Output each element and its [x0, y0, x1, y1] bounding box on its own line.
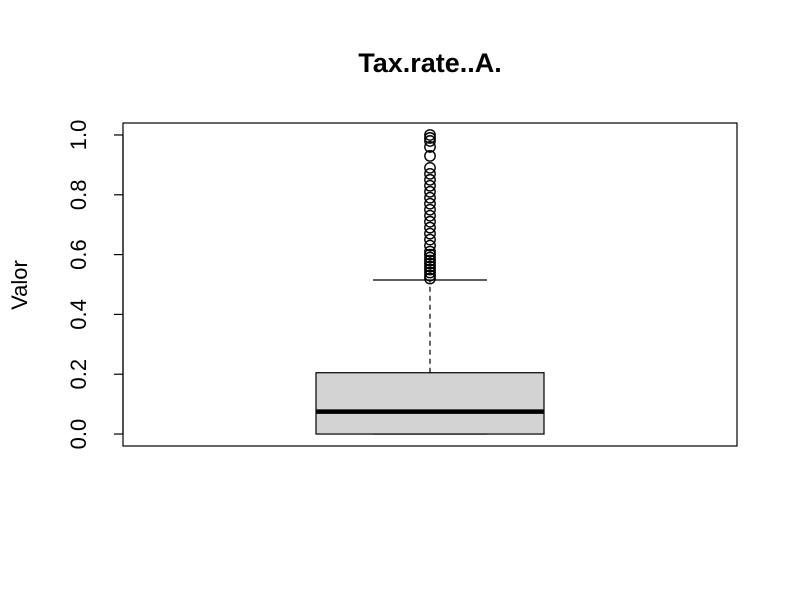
outlier-point	[424, 269, 436, 282]
outlier-point	[424, 173, 436, 186]
outlier-point	[424, 203, 436, 216]
y-tick-label: 0.0	[66, 419, 91, 450]
outlier-point	[424, 254, 436, 267]
y-tick-label: 0.4	[66, 299, 91, 330]
outlier-point	[424, 233, 436, 246]
iqr-box	[315, 372, 545, 435]
outlier-point	[424, 185, 436, 198]
outlier-point	[424, 221, 436, 234]
outlier-point	[424, 179, 436, 192]
outlier-point	[424, 129, 436, 141]
outlier-point	[424, 272, 436, 285]
y-tick-label: 0.8	[66, 179, 91, 210]
outlier-point	[424, 209, 436, 222]
outlier-point	[424, 132, 436, 144]
outlier-point	[424, 260, 436, 273]
chart-title: Tax.rate..A.	[358, 48, 502, 78]
outlier-point	[424, 239, 436, 252]
outliers	[424, 129, 436, 285]
outlier-point	[424, 167, 436, 180]
outlier-point	[424, 135, 436, 147]
outlier-point	[424, 248, 436, 261]
outlier-point	[424, 191, 436, 204]
outlier-point	[424, 161, 436, 174]
outlier-point	[424, 197, 436, 210]
outlier-point	[424, 245, 436, 258]
outlier-point	[424, 251, 436, 264]
outlier-point	[424, 257, 436, 270]
y-axis: 0.0 0.2 0.4 0.6 0.8 1.0	[66, 120, 124, 450]
box-plot	[315, 279, 545, 435]
outlier-point	[424, 215, 436, 228]
outlier-point	[424, 149, 436, 162]
outlier-point	[424, 263, 436, 276]
outlier-point	[424, 227, 436, 240]
outlier-point	[424, 141, 436, 153]
outlier-point	[424, 266, 436, 279]
y-axis-label: Valor	[7, 260, 32, 310]
y-tick-label: 0.6	[66, 239, 91, 270]
y-tick-label: 0.2	[66, 359, 91, 390]
y-tick-label: 1.0	[66, 120, 91, 151]
